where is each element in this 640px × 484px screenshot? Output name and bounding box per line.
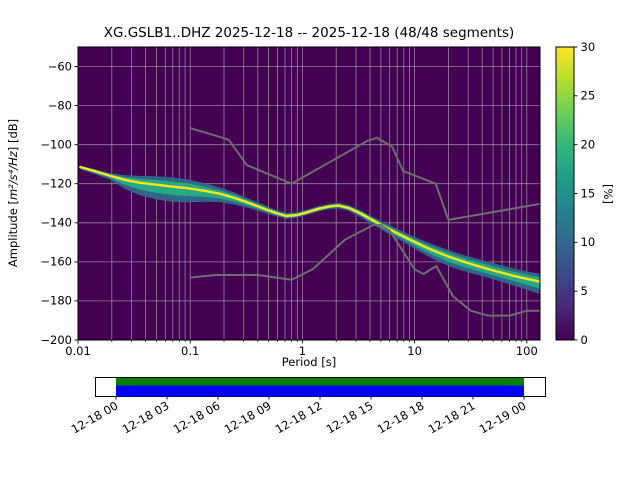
x-axis-label: Period [s]: [282, 355, 336, 369]
peterson-noise-model-lines: [189, 127, 540, 317]
y-tick-label: −200: [40, 333, 72, 347]
time-tick-label: 12-18 03: [120, 398, 172, 436]
y-tick-label: −100: [40, 138, 72, 152]
x-tick-label: 0.01: [65, 344, 91, 358]
x-tick-label: 10: [407, 344, 422, 358]
y-axis-label-prefix: Amplitude [: [6, 200, 20, 267]
timeline-ticks: 12-18 00 12-18 03 12-18 06 12-18 09 12-18 12…: [69, 396, 529, 436]
noise-model-line: [190, 223, 540, 317]
colorbar-tick-label: 30: [581, 40, 596, 54]
colorbar: [555, 46, 575, 341]
psd-band-mid: [80, 166, 540, 289]
colorbar-tick-label: 5: [581, 284, 588, 298]
coverage-timeline: 12-18 00 12-18 03 12-18 06 12-18 09 12-18 12…: [69, 377, 546, 436]
x-tick-label: 0.1: [181, 344, 199, 358]
colorbar-tick-label: 20: [581, 138, 596, 152]
axes-frame: [77, 46, 541, 341]
x-tick-label: 100: [516, 344, 538, 358]
colorbar-tick-label: 25: [581, 89, 596, 103]
y-tick-label: −80: [48, 98, 72, 112]
y-tick-label: −60: [48, 59, 72, 73]
y-tick-label: −160: [40, 255, 72, 269]
y-axis-label-units: m²/s⁴/Hz: [6, 150, 20, 200]
time-tick-label: 12-18 12: [273, 398, 325, 436]
x-tick-label: 1: [299, 344, 306, 358]
y-axis-ticks: −200 −180 −160 −140 −120 −100 −80 −60: [40, 59, 78, 347]
time-tick-label: 12-18 21: [426, 398, 478, 436]
coverage-data-bar: [116, 378, 524, 386]
psd-probability-distribution: [79, 165, 540, 295]
plot-title: XG.GSLB1..DHZ 2025-12-18 -- 2025-12-18 (…: [104, 25, 515, 41]
time-tick-label: 12-18 15: [324, 398, 376, 436]
time-tick-label: 12-18 06: [171, 398, 223, 436]
y-tick-label: −120: [40, 177, 72, 191]
psd-band-outer: [80, 165, 540, 295]
y-axis-label-suffix: ] [dB]: [6, 119, 20, 151]
colorbar-tick-label: 0: [581, 333, 588, 347]
x-axis-ticks: 0.01 0.1 1 10 100: [65, 340, 538, 358]
y-tick-label: −140: [40, 216, 72, 230]
colorbar-ticks: 0 5 10 15 20 25 30: [574, 40, 595, 347]
time-tick-label: 12-18 09: [222, 398, 274, 436]
time-tick-label: 12-18 18: [375, 398, 427, 436]
colorbar-tick-label: 15: [581, 186, 596, 200]
colorbar-tick-label: 10: [581, 235, 596, 249]
coverage-used-segments-bar: [116, 385, 524, 397]
y-axis-label: Amplitude [m²/s⁴/Hz] [dB]: [6, 119, 20, 267]
y-tick-label: −180: [40, 294, 72, 308]
noise-model-line: [189, 127, 540, 221]
time-tick-label: 12-19 00: [477, 398, 529, 436]
colorbar-label: [%]: [601, 184, 615, 204]
time-tick-label: 12-18 00: [69, 398, 121, 436]
psd-mode-line: [79, 165, 540, 283]
